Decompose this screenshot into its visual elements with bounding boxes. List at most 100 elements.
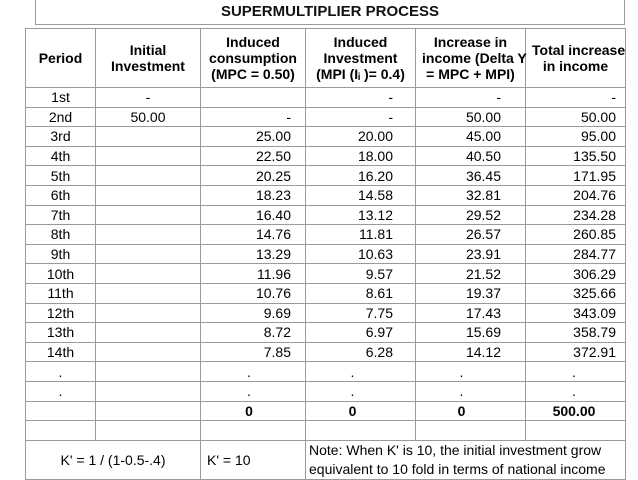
table-row: 5th 20.25 16.20 36.45 171.95 bbox=[25, 165, 626, 186]
cell-text: 8.72 bbox=[263, 324, 291, 341]
cell-text: 14.12 bbox=[465, 344, 501, 361]
column-header: Initial Investment bbox=[95, 28, 201, 88]
table-cell: 20.00 bbox=[305, 126, 416, 147]
table-cell bbox=[95, 204, 201, 226]
header-row: Period Initial Investment Induced consumptio… bbox=[25, 28, 626, 88]
cell-text: . bbox=[247, 363, 251, 380]
table-row: 14th 7.85 6.28 14.12 372.91 bbox=[25, 341, 626, 363]
table-cell bbox=[95, 322, 201, 343]
cell-text: 45.00 bbox=[465, 128, 501, 145]
cell-text: 171.95 bbox=[573, 167, 616, 184]
table-cell: 372.91 bbox=[525, 341, 626, 363]
table-cell: - bbox=[95, 87, 201, 108]
cell-text: 6th bbox=[50, 187, 71, 204]
table-cell bbox=[95, 400, 201, 422]
cell-text: 15.69 bbox=[465, 324, 501, 341]
table-cell: 8.72 bbox=[200, 322, 306, 343]
table-cell: 8.61 bbox=[305, 282, 416, 304]
cell-text: 2nd bbox=[48, 108, 73, 125]
table-cell: - bbox=[415, 87, 526, 108]
table-cell: 6.28 bbox=[305, 341, 416, 363]
table-cell: 32.81 bbox=[415, 184, 526, 206]
cell-text: 358.79 bbox=[573, 324, 616, 341]
column-header: Period bbox=[25, 28, 96, 88]
supermultiplier-table: Period Initial Investment Induced consumptio… bbox=[25, 28, 626, 480]
table-cell bbox=[95, 302, 201, 324]
cell-text: 6.97 bbox=[365, 324, 393, 341]
header-line: Investment bbox=[323, 50, 398, 66]
table-cell: 135.50 bbox=[525, 145, 626, 167]
table-cell: 29.52 bbox=[415, 204, 526, 226]
table-cell: . bbox=[200, 380, 306, 402]
table-row: 12th 9.69 7.75 17.43 343.09 bbox=[25, 302, 626, 324]
cell-text: 25.00 bbox=[255, 128, 291, 145]
table-cell: 23.91 bbox=[415, 243, 526, 265]
table-cell: 40.50 bbox=[415, 145, 526, 167]
cell-text: 7.75 bbox=[365, 304, 393, 321]
cell-text: 19.37 bbox=[465, 285, 501, 302]
cell-text: - bbox=[145, 89, 151, 106]
cell-text: 325.66 bbox=[573, 285, 616, 302]
table-cell: 11.81 bbox=[305, 224, 416, 245]
table-cell: . bbox=[25, 380, 96, 402]
cell-text: . bbox=[247, 383, 251, 400]
cell-text: 50.00 bbox=[465, 108, 501, 125]
header-line: Induced bbox=[333, 34, 388, 50]
cell-text: 9.57 bbox=[365, 265, 393, 282]
table-cell bbox=[25, 400, 96, 422]
table-cell: 6.97 bbox=[305, 322, 416, 343]
table-cell: 14.12 bbox=[415, 341, 526, 363]
header-line: Period bbox=[38, 50, 83, 66]
table-cell: 284.77 bbox=[525, 243, 626, 265]
table-cell bbox=[525, 420, 626, 441]
table-cell: 11th bbox=[25, 282, 96, 304]
table-cell: . bbox=[25, 361, 96, 382]
table-cell: 3rd bbox=[25, 126, 96, 147]
table-cell bbox=[95, 126, 201, 147]
cell-text: - bbox=[611, 89, 616, 106]
table-cell: 14th bbox=[25, 341, 96, 363]
table-cell: . bbox=[525, 380, 626, 402]
cell-text: 6.28 bbox=[365, 344, 393, 361]
cell-text: 284.77 bbox=[573, 246, 616, 263]
table-row: ..... bbox=[25, 361, 626, 382]
column-header: Induced consumption (MPC = 0.50) bbox=[200, 28, 306, 88]
spacer-row bbox=[25, 420, 626, 441]
table-cell: 50.00 bbox=[415, 106, 526, 128]
cell-text: 18.23 bbox=[255, 187, 291, 204]
header-line: Investment bbox=[111, 58, 185, 74]
cell-text: 11.96 bbox=[257, 265, 291, 282]
table-cell: - bbox=[525, 87, 626, 108]
table-cell bbox=[95, 263, 201, 284]
table-cell: 12th bbox=[25, 302, 96, 324]
cell-text: - bbox=[388, 108, 393, 125]
table-cell bbox=[95, 224, 201, 245]
table-cell: 358.79 bbox=[525, 322, 626, 343]
note-line: equivalent to 10 fold in terms of nation… bbox=[309, 460, 606, 477]
table-cell: 6th bbox=[25, 184, 96, 206]
table-cell: 343.09 bbox=[525, 302, 626, 324]
table-row: ..... bbox=[25, 380, 626, 402]
table-cell: 18.23 bbox=[200, 184, 306, 206]
table-cell: 204.76 bbox=[525, 184, 626, 206]
table-row: 3rd 25.00 20.00 45.00 95.00 bbox=[25, 126, 626, 147]
cell-text: 21.52 bbox=[465, 265, 501, 282]
table-cell: 500.00 bbox=[525, 400, 626, 422]
header-line: Initial bbox=[129, 42, 167, 58]
cell-text: 50.00 bbox=[580, 108, 616, 125]
cell-text: 0 bbox=[348, 402, 357, 419]
cell-text: 23.91 bbox=[465, 246, 501, 263]
table-cell: 2nd bbox=[25, 106, 96, 128]
table-cell: 0 bbox=[305, 400, 416, 422]
cell-text: 8.61 bbox=[365, 285, 393, 302]
table-row: 1st - - - - bbox=[25, 87, 626, 108]
table-row: 6th 18.23 14.58 32.81 204.76 bbox=[25, 184, 626, 206]
cell-text: 17.43 bbox=[465, 304, 501, 321]
cell-text: 95.00 bbox=[580, 128, 616, 145]
table-cell: 4th bbox=[25, 145, 96, 167]
table-cell bbox=[415, 420, 526, 441]
cell-text: . bbox=[350, 383, 355, 400]
table-cell bbox=[200, 420, 306, 441]
table-cell: . bbox=[305, 361, 416, 382]
cell-text: 500.00 bbox=[552, 402, 596, 419]
